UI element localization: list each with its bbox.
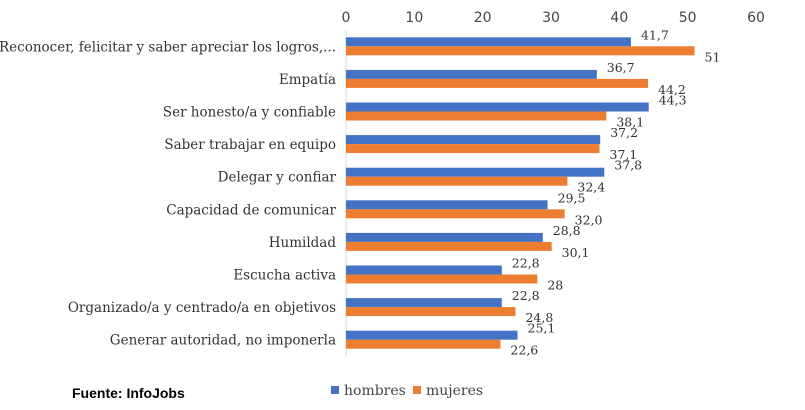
legend-label-mujeres: mujeres <box>426 383 483 399</box>
category-label: Ser honesto/a y confiable <box>163 105 336 121</box>
legend-label-hombres: hombres <box>344 383 406 399</box>
data-label-hombres: 44,3 <box>659 93 687 108</box>
bar-hombres <box>346 37 631 47</box>
category-label: Generar autoridad, no imponerla <box>110 333 336 349</box>
legend-swatch-mujeres <box>413 386 421 394</box>
data-label-mujeres: 38,1 <box>616 115 644 130</box>
category-label: Escucha activa <box>233 268 336 284</box>
data-label-mujeres: 30,1 <box>562 245 590 260</box>
x-tick-label: 60 <box>747 10 765 26</box>
category-label: Reconocer, felicitar y saber apreciar lo… <box>0 39 336 55</box>
data-label-mujeres: 28 <box>547 278 563 293</box>
data-label-mujeres: 37,1 <box>610 147 638 162</box>
bar-hombres <box>346 232 543 242</box>
bar-mujeres <box>346 209 565 219</box>
bar-hombres <box>346 102 649 112</box>
bar-mujeres <box>346 144 600 154</box>
bar-hombres <box>346 200 548 210</box>
bar-mujeres <box>346 307 516 317</box>
x-tick-label: 0 <box>342 10 351 26</box>
data-label-hombres: 37,2 <box>610 125 638 140</box>
bar-mujeres <box>346 241 552 251</box>
bar-mujeres <box>346 339 501 349</box>
data-label-mujeres: 44,2 <box>658 82 686 97</box>
data-label-mujeres: 24,8 <box>525 310 553 325</box>
x-tick-label: 10 <box>405 10 423 26</box>
data-label-hombres: 29,5 <box>558 190 586 205</box>
source-label: Fuente: InfoJobs <box>72 385 185 401</box>
data-label-mujeres: 32,0 <box>575 212 603 227</box>
bar-mujeres <box>346 78 649 88</box>
data-label-hombres: 37,8 <box>614 158 642 173</box>
data-label-hombres: 22,8 <box>512 256 540 271</box>
bar-mujeres <box>346 111 607 121</box>
data-label-hombres: 22,8 <box>512 288 540 303</box>
x-tick-label: 20 <box>474 10 492 26</box>
legend-swatch-hombres <box>331 386 339 394</box>
bar-hombres <box>346 298 502 308</box>
data-label-hombres: 28,8 <box>553 223 581 238</box>
data-label-mujeres: 51 <box>705 49 721 64</box>
bar-hombres <box>346 265 502 275</box>
bar-mujeres <box>346 46 695 56</box>
bar-mujeres <box>346 176 568 186</box>
category-label: Capacidad de comunicar <box>166 202 336 218</box>
category-label: Saber trabajar en equipo <box>164 137 336 153</box>
x-tick-label: 50 <box>679 10 697 26</box>
bar-hombres <box>346 69 597 79</box>
data-label-mujeres: 22,6 <box>510 343 538 358</box>
bar-hombres <box>346 167 605 177</box>
category-label: Empatía <box>279 72 336 88</box>
data-label-hombres: 36,7 <box>607 60 635 75</box>
category-label: Organizado/a y centrado/a en objetivos <box>68 300 336 316</box>
category-label: Humildad <box>269 235 337 251</box>
category-label: Delegar y confiar <box>218 170 337 186</box>
bar-hombres <box>346 330 518 340</box>
data-label-mujeres: 32,4 <box>577 180 605 195</box>
x-tick-label: 30 <box>542 10 560 26</box>
x-tick-label: 40 <box>610 10 628 26</box>
bar-mujeres <box>346 274 538 284</box>
data-label-hombres: 25,1 <box>528 321 556 336</box>
data-label-hombres: 41,7 <box>641 27 669 42</box>
bar-hombres <box>346 135 601 145</box>
